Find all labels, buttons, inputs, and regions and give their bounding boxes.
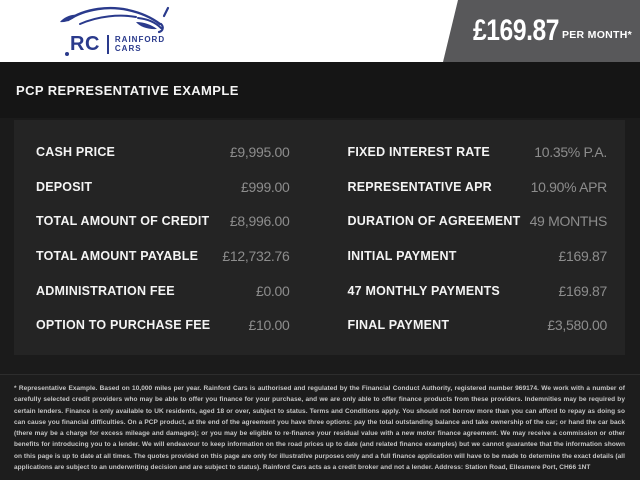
rainford-cars-logo: RC RAINFORD CARS <box>58 3 178 59</box>
finance-example-panel: CASH PRICE £9,995.00 DEPOSIT £999.00 TOT… <box>14 120 625 355</box>
finance-row: INITIAL PAYMENT £169.87 <box>348 239 608 274</box>
finance-row: DEPOSIT £999.00 <box>36 170 290 205</box>
finance-column-right: FIXED INTEREST RATE 10.35% P.A. REPRESEN… <box>320 135 626 355</box>
finance-row: TOTAL AMOUNT OF CREDIT £8,996.00 <box>36 204 290 239</box>
logo-dot <box>65 52 69 56</box>
finance-value: £169.87 <box>558 248 607 265</box>
finance-example-section: CASH PRICE £9,995.00 DEPOSIT £999.00 TOT… <box>0 120 640 374</box>
page-title: PCP REPRESENTATIVE EXAMPLE <box>16 82 239 98</box>
finance-value: 10.35% P.A. <box>534 144 607 161</box>
price-ribbon: £169.87 PER MONTH* <box>443 0 640 62</box>
finance-label: DURATION OF AGREEMENT <box>347 214 521 229</box>
finance-value: £9,995.00 <box>229 144 290 161</box>
finance-value: 49 MONTHS <box>529 213 608 230</box>
car-silhouette-icon <box>60 6 170 34</box>
finance-row: FINAL PAYMENT £3,580.00 <box>348 308 608 343</box>
finance-value: £3,580.00 <box>547 317 607 334</box>
finance-label: CASH PRICE <box>36 145 116 160</box>
logo-divider <box>106 34 109 54</box>
finance-label: OPTION TO PURCHASE FEE <box>36 318 211 333</box>
disclaimer-footer: * Representative Example. Based on 10,00… <box>0 374 640 480</box>
logo-wordmark: RAINFORD CARS <box>115 35 165 54</box>
finance-label: INITIAL PAYMENT <box>347 249 457 264</box>
finance-label: FIXED INTEREST RATE <box>347 145 490 160</box>
finance-label: FINAL PAYMENT <box>347 318 450 333</box>
finance-row: 47 MONTHLY PAYMENTS £169.87 <box>348 273 608 308</box>
finance-column-left: CASH PRICE £9,995.00 DEPOSIT £999.00 TOT… <box>14 135 320 355</box>
finance-row: FIXED INTEREST RATE 10.35% P.A. <box>348 135 608 170</box>
logo-text: RC RAINFORD CARS <box>70 34 165 54</box>
finance-row: REPRESENTATIVE APR 10.90% APR <box>348 170 608 205</box>
logo-wordmark-line1: RAINFORD <box>114 34 166 44</box>
finance-value: £999.00 <box>240 178 290 195</box>
per-month-label: PER MONTH* <box>561 29 633 41</box>
disclaimer-text: * Representative Example. Based on 10,00… <box>14 385 625 472</box>
finance-label: REPRESENTATIVE APR <box>347 179 492 194</box>
finance-label: TOTAL AMOUNT PAYABLE <box>36 249 199 264</box>
finance-value: £169.87 <box>558 282 607 299</box>
finance-value: £10.00 <box>248 317 290 334</box>
finance-row: OPTION TO PURCHASE FEE £10.00 <box>36 308 290 343</box>
logo-wordmark-line2: CARS <box>114 44 142 53</box>
finance-label: 47 MONTHLY PAYMENTS <box>347 283 500 298</box>
finance-row: CASH PRICE £9,995.00 <box>36 135 290 170</box>
header: RC RAINFORD CARS £169.87 PER MONTH* <box>0 0 640 62</box>
finance-value: 10.90% APR <box>530 178 608 195</box>
logo-initials: RC <box>70 33 100 55</box>
finance-row: ADMINISTRATION FEE £0.00 <box>36 273 290 308</box>
finance-label: DEPOSIT <box>36 179 93 194</box>
finance-value: £8,996.00 <box>229 213 290 230</box>
monthly-price: £169.87 <box>473 14 560 47</box>
finance-row: DURATION OF AGREEMENT 49 MONTHS <box>348 204 608 239</box>
finance-label: ADMINISTRATION FEE <box>36 283 175 298</box>
finance-row: TOTAL AMOUNT PAYABLE £12,732.76 <box>36 239 290 274</box>
finance-label: TOTAL AMOUNT OF CREDIT <box>36 214 210 229</box>
finance-value: £12,732.76 <box>222 248 290 265</box>
section-title-bar: PCP REPRESENTATIVE EXAMPLE <box>0 62 640 118</box>
finance-value: £0.00 <box>255 282 290 299</box>
